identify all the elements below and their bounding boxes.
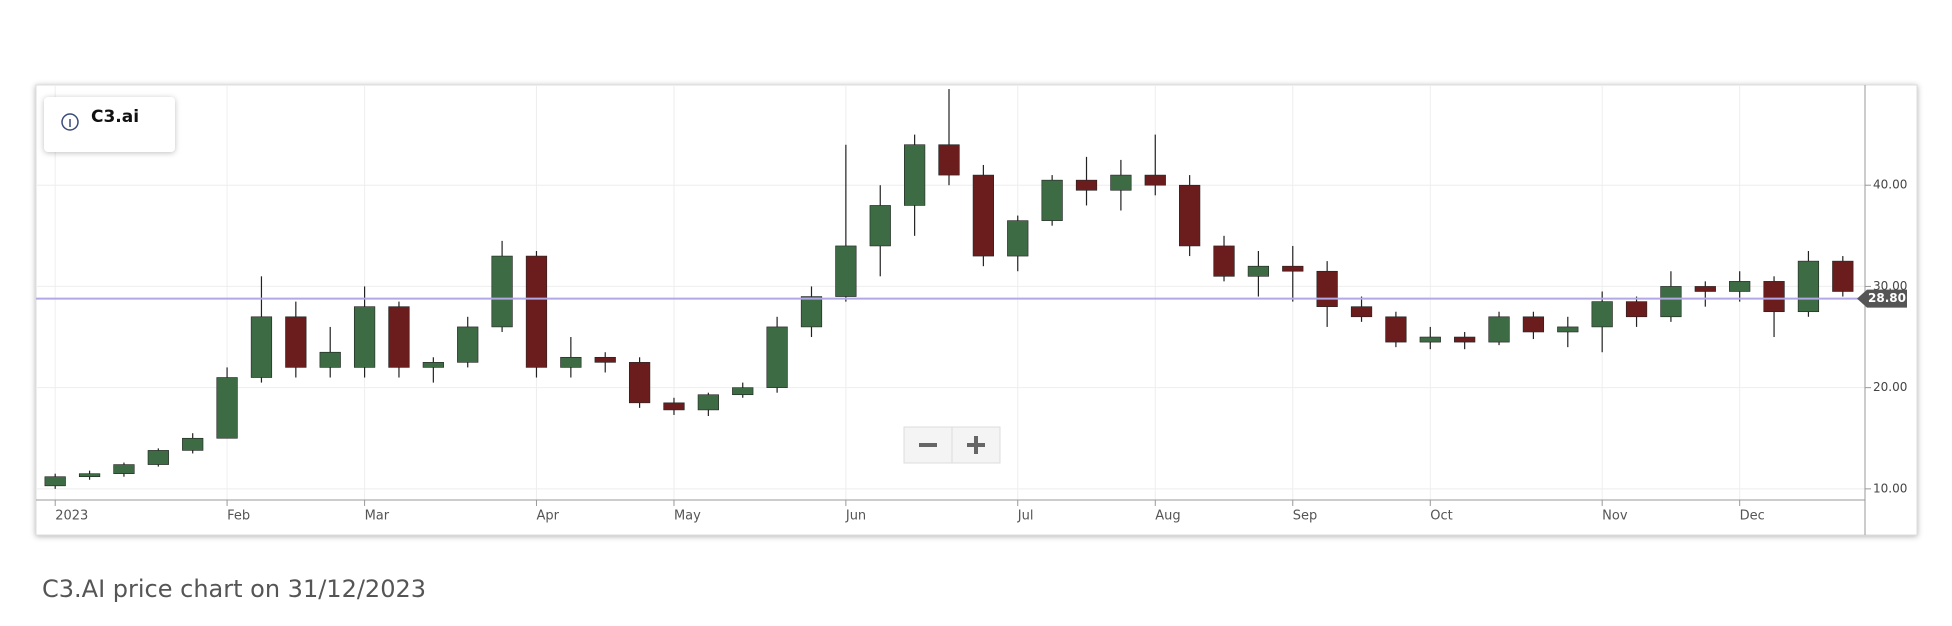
- info-icon[interactable]: [61, 113, 79, 131]
- candle-body: [216, 377, 238, 439]
- x-tick-label: 2023: [55, 509, 88, 524]
- candle-body: [1729, 281, 1751, 292]
- y-tick-label: 40.00: [1873, 178, 1907, 192]
- x-tick-label: Oct: [1430, 509, 1452, 524]
- candle-body: [1110, 174, 1132, 191]
- candle-body: [1419, 336, 1441, 343]
- x-tick-label: Jul: [1017, 509, 1034, 524]
- x-tick-label: Sep: [1293, 509, 1318, 524]
- candles: [44, 89, 1854, 489]
- candle-body: [697, 394, 719, 411]
- candle-body: [1385, 316, 1407, 343]
- candle-body: [1488, 316, 1510, 343]
- candle-body: [1350, 306, 1373, 318]
- candle-body: [732, 387, 754, 396]
- candle-body: [1454, 336, 1476, 343]
- candle-body: [835, 245, 857, 297]
- candle-body: [457, 326, 479, 363]
- candle-body: [319, 351, 341, 368]
- candle-body: [938, 144, 960, 176]
- candle-body: [1832, 260, 1854, 292]
- last-price-tag: [1857, 289, 1907, 308]
- x-tick-label: Nov: [1602, 509, 1628, 524]
- candle-body: [1213, 245, 1235, 277]
- x-tick-label: Mar: [365, 509, 390, 524]
- x-tick-label: Feb: [227, 509, 250, 524]
- candle-body: [869, 205, 891, 247]
- candle-body: [972, 174, 994, 257]
- candle-body: [1179, 184, 1201, 247]
- candle-body: [422, 362, 444, 368]
- candle-body: [1763, 281, 1785, 313]
- candle-body: [44, 476, 66, 487]
- x-tick-label: May: [674, 509, 701, 524]
- info-box-bg: [44, 97, 175, 152]
- candle-body: [560, 356, 582, 368]
- candle-body: [1797, 260, 1820, 313]
- x-tick-label: Aug: [1155, 509, 1180, 524]
- candle-body: [1282, 265, 1304, 272]
- candle-body: [388, 306, 410, 368]
- candle-body: [594, 356, 616, 363]
- candle-body: [147, 450, 169, 465]
- caption: C3.AI price chart on 31/12/2023: [42, 575, 426, 603]
- candle-body: [628, 362, 651, 404]
- candle-body: [491, 255, 513, 328]
- candle-body: [766, 326, 788, 388]
- candle-body: [663, 402, 685, 411]
- y-tick-label: 20.00: [1873, 380, 1907, 394]
- last-price-label: 28.80: [1868, 291, 1906, 305]
- candle-body: [1591, 301, 1613, 328]
- x-tick-label: Dec: [1740, 509, 1765, 524]
- candle-body: [525, 255, 548, 368]
- y-tick-label: 10.00: [1873, 481, 1907, 495]
- candle-body: [182, 437, 204, 451]
- series-label: C3.ai: [91, 107, 139, 127]
- candle-body: [904, 144, 926, 206]
- candle-body: [1522, 316, 1545, 333]
- candle-body: [1075, 179, 1098, 191]
- candle-body: [1660, 286, 1682, 318]
- candle-body: [1247, 265, 1270, 277]
- candle-body: [1144, 174, 1166, 186]
- candle-body: [800, 296, 823, 328]
- info-box: C3.ai: [44, 97, 175, 152]
- candle-body: [353, 306, 376, 368]
- candle-body: [285, 316, 307, 368]
- candle-body: [113, 464, 135, 474]
- y-tick-label: 30.00: [1873, 279, 1907, 293]
- candle-body: [250, 316, 273, 378]
- candle-body: [1041, 179, 1063, 221]
- candle-body: [78, 473, 101, 478]
- x-tick-label: Jun: [845, 509, 866, 524]
- zoom-controls: [903, 426, 1001, 464]
- candle-body: [1694, 286, 1716, 292]
- candle-body: [1557, 326, 1579, 333]
- x-tick-label: Apr: [536, 509, 559, 524]
- candle-body: [1007, 220, 1029, 257]
- candle-body: [1625, 301, 1648, 318]
- candle-body: [1316, 270, 1338, 307]
